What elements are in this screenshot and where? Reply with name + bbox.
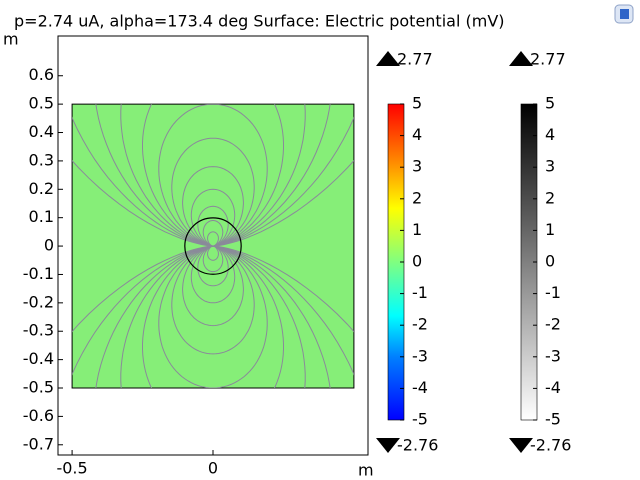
max-marker (509, 51, 533, 66)
colorbar-tick-label: -3 (545, 346, 561, 365)
app-icon (614, 4, 634, 24)
colorbar-tick-label: 4 (545, 125, 555, 144)
colorbar-tick-label: 0 (412, 252, 422, 271)
colorbar-tick-label: -1 (412, 283, 428, 302)
colorbar-tick-label: 2 (412, 188, 422, 207)
min-value: -2.76 (530, 436, 571, 455)
max-value: 2.77 (530, 50, 566, 69)
colorbar-tick-label: -4 (545, 378, 561, 397)
streamline (190, 188, 236, 247)
streamline (95, 245, 331, 389)
y-unit: m (3, 30, 19, 49)
electrode-circle (184, 217, 242, 275)
y-tick-label: 0.4 (29, 122, 54, 141)
x-tick-label: 0 (208, 459, 218, 478)
y-tick-label: -0.7 (23, 434, 54, 453)
colorbar-tick-label: -1 (545, 283, 561, 302)
colorbar-tick-label: 0 (545, 252, 555, 271)
streamline (171, 137, 255, 247)
colorbar-tick-label: 3 (412, 157, 422, 176)
y-tick-label: 0.6 (29, 65, 54, 84)
streamline (72, 159, 354, 247)
streamline (72, 245, 354, 333)
streamline (190, 245, 236, 304)
y-tick-label: 0.1 (29, 207, 54, 226)
streamline (182, 166, 244, 247)
colorbar-tick-label: -2 (412, 315, 428, 334)
colorbar-tick-label: -4 (412, 378, 428, 397)
y-tick-label: 0 (44, 236, 54, 255)
colorbar-tick-label: 2 (545, 188, 555, 207)
y-tick-label: 0.5 (29, 94, 54, 113)
min-marker (376, 438, 400, 453)
y-tick-label: -0.1 (23, 264, 54, 283)
streamline (72, 245, 354, 376)
streamline (72, 116, 354, 247)
streamline (158, 245, 268, 389)
streamline (207, 231, 219, 247)
colorbar-tick-label: 1 (412, 220, 422, 239)
y-tick-label: -0.6 (23, 406, 54, 425)
streamline (202, 245, 224, 273)
colorbar-tick-label: 5 (412, 94, 422, 113)
y-tick-label: -0.4 (23, 349, 54, 368)
min-value: -2.76 (397, 436, 438, 455)
y-tick-label: 0.3 (29, 150, 54, 169)
max-marker (376, 51, 400, 66)
chart-title: p=2.74 uA, alpha=173.4 deg Surface: Elec… (14, 12, 505, 31)
streamline (197, 245, 229, 287)
y-tick-label: -0.2 (23, 292, 54, 311)
streamline (171, 245, 255, 355)
streamline (182, 245, 244, 327)
streamline (197, 205, 229, 247)
y-tick-label: -0.3 (23, 321, 54, 340)
streamline (120, 245, 306, 389)
colorbar-tick-label: -2 (545, 315, 561, 334)
colorbar-tick-label: 5 (545, 94, 555, 113)
colorbar-tick-label: -5 (412, 410, 428, 429)
streamline (202, 220, 224, 247)
y-tick-label: -0.5 (23, 378, 54, 397)
colorbar-tick-label: 1 (545, 220, 555, 239)
streamline (120, 104, 306, 247)
min-marker (509, 438, 533, 453)
x-tick-label: -0.5 (56, 459, 87, 478)
x-unit: m (358, 461, 374, 480)
colorbar-tick-label: -5 (545, 410, 561, 429)
colorbar-tick-label: -3 (412, 346, 428, 365)
colorbar-tick-label: 3 (545, 157, 555, 176)
streamline (95, 104, 331, 247)
colorbar-tick-label: 4 (412, 125, 422, 144)
y-tick-label: 0.2 (29, 179, 54, 198)
streamline (142, 245, 284, 389)
streamline (158, 104, 268, 247)
streamlines (72, 104, 354, 389)
streamline (207, 245, 219, 261)
streamline (142, 104, 284, 247)
max-value: 2.77 (397, 50, 433, 69)
